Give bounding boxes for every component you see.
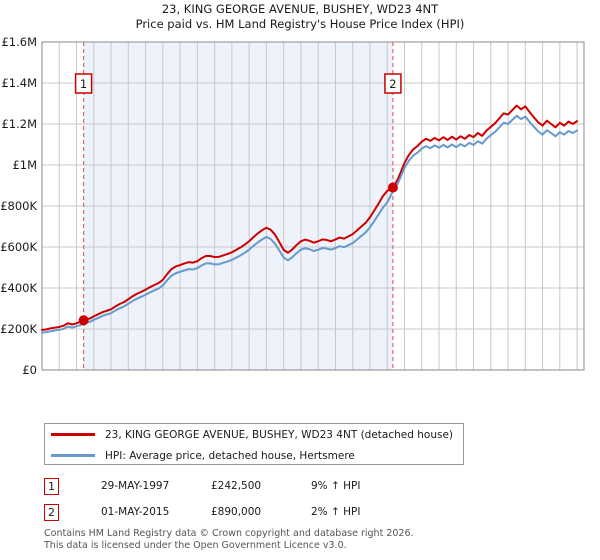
- transaction-date: 01-MAY-2015: [101, 506, 170, 518]
- transaction-price: £242,500: [211, 480, 262, 492]
- legend-label-hpi: HPI: Average price, detached house, Hert…: [105, 449, 355, 462]
- attribution-footer: Contains HM Land Registry data © Crown c…: [44, 528, 584, 551]
- y-axis-tick-label: £0: [22, 363, 37, 376]
- price-history-chart: 1995199619971998199920002001200220032004…: [0, 36, 600, 376]
- table-row: 1 29-MAY-1997 £242,500 9% ↑ HPI: [44, 473, 504, 499]
- plot-border: [41, 41, 585, 371]
- transactions-table: 1 29-MAY-1997 £242,500 9% ↑ HPI 2 01-MAY…: [44, 473, 504, 525]
- y-axis-tick-label: £1.2M: [1, 117, 37, 131]
- transaction-marker-badge-label: 2: [389, 77, 396, 91]
- chart-title-block: 23, KING GEORGE AVENUE, BUSHEY, WD23 4NT…: [0, 2, 600, 32]
- y-axis-tick-label: £200K: [0, 322, 37, 336]
- transaction-marker-badge-label: 1: [80, 77, 87, 91]
- transaction-price: £890,000: [211, 506, 262, 518]
- transaction-marker-dot: [387, 182, 398, 193]
- y-axis-tick-label: £800K: [0, 199, 37, 213]
- chart-svg: 1995199619971998199920002001200220032004…: [0, 36, 585, 376]
- transaction-marker-dot: [78, 315, 89, 326]
- legend-item-property: 23, KING GEORGE AVENUE, BUSHEY, WD23 4NT…: [45, 424, 463, 445]
- legend-label-property: 23, KING GEORGE AVENUE, BUSHEY, WD23 4NT…: [105, 428, 454, 441]
- chart-legend: 23, KING GEORGE AVENUE, BUSHEY, WD23 4NT…: [44, 423, 464, 465]
- transaction-hpi-delta: 9% ↑ HPI: [311, 480, 361, 492]
- transaction-marker-badge: [74, 73, 93, 94]
- footer-licence: This data is licensed under the Open Gov…: [44, 539, 347, 551]
- y-axis-tick-label: £1.4M: [1, 76, 37, 90]
- transaction-date: 29-MAY-1997: [101, 480, 170, 492]
- page-title: 23, KING GEORGE AVENUE, BUSHEY, WD23 4NT: [161, 2, 439, 16]
- status-badge: 1: [44, 477, 59, 495]
- legend-item-hpi: HPI: Average price, detached house, Hert…: [45, 445, 463, 466]
- status-badge: 2: [44, 503, 59, 521]
- y-axis-tick-label: £1M: [12, 158, 37, 172]
- table-row: 2 01-MAY-2015 £890,000 2% ↑ HPI: [44, 499, 504, 525]
- series-line-hpi: [41, 114, 579, 334]
- series-line-property: [41, 104, 579, 332]
- footer-copyright: Contains HM Land Registry data © Crown c…: [44, 528, 414, 539]
- y-axis-tick-label: £1.6M: [1, 36, 37, 49]
- legend-swatch-property: [51, 433, 95, 436]
- y-axis-tick-label: £400K: [0, 281, 37, 295]
- legend-swatch-hpi: [51, 454, 95, 457]
- transaction-hpi-delta: 2% ↑ HPI: [311, 506, 361, 518]
- page-subtitle: Price paid vs. HM Land Registry's House …: [135, 17, 465, 31]
- transaction-marker-badge: [384, 73, 402, 94]
- y-axis-tick-label: £600K: [0, 240, 37, 254]
